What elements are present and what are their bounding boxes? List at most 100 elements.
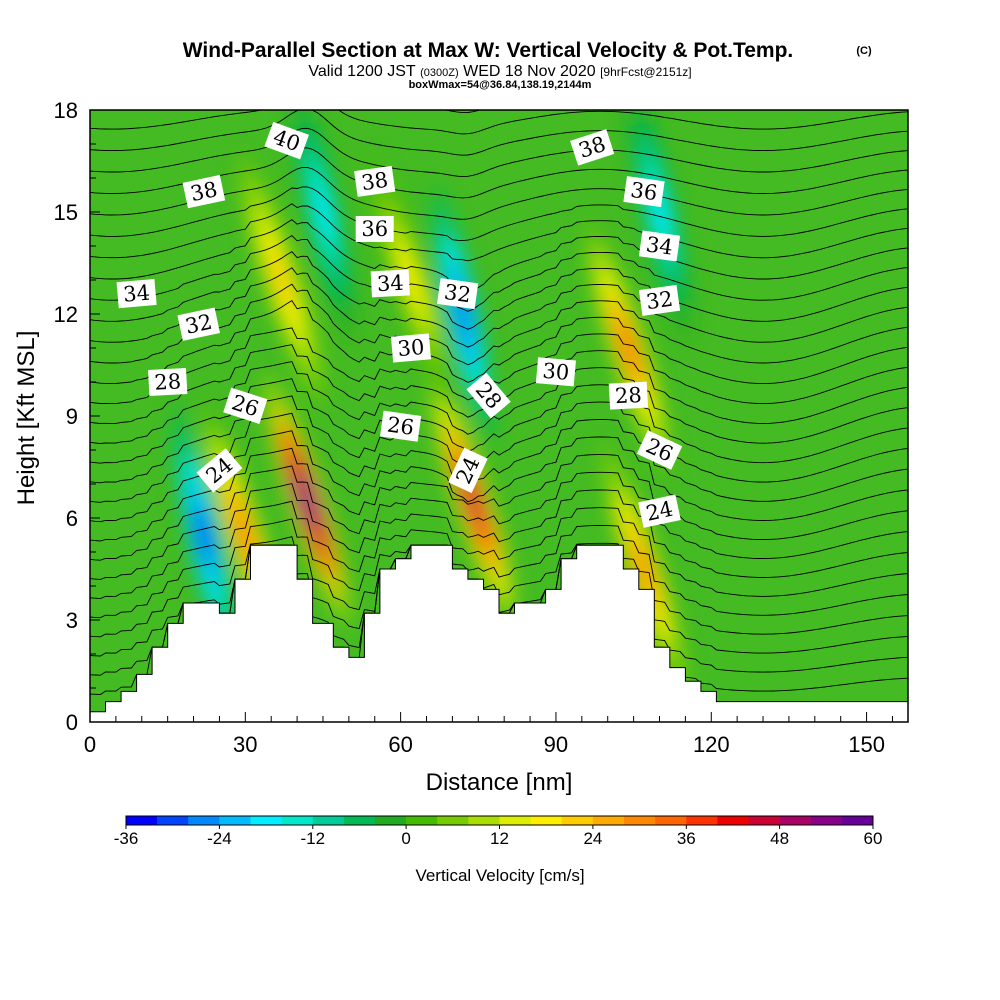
theta-label-box bbox=[177, 307, 220, 341]
velocity-cell bbox=[270, 251, 293, 309]
theta-label-box bbox=[638, 284, 681, 316]
colorbar-swatch bbox=[126, 816, 158, 825]
theta-label-text: 38 bbox=[188, 177, 219, 206]
theta-label-box bbox=[636, 430, 683, 470]
theta-contour-line bbox=[90, 127, 908, 178]
x-tick-label: 150 bbox=[848, 732, 885, 757]
colorbar-tick-label: 0 bbox=[401, 829, 410, 848]
theta-label-box bbox=[355, 216, 394, 242]
colorbar-tick-label: -36 bbox=[114, 829, 139, 848]
theta-label-text: 30 bbox=[542, 359, 571, 385]
theta-label-box bbox=[570, 129, 615, 166]
y-tick-label: 6 bbox=[66, 506, 78, 531]
colorbar-swatch bbox=[468, 816, 500, 825]
theta-contour-line bbox=[90, 110, 908, 135]
colorbar-swatch bbox=[530, 816, 563, 825]
theta-label-box bbox=[638, 230, 681, 262]
theta-label: 26 bbox=[379, 410, 422, 442]
y-tick-label: 15 bbox=[54, 200, 78, 225]
colorbar-swatch bbox=[841, 816, 874, 825]
theta-label-box bbox=[354, 165, 396, 197]
theta-label: 36 bbox=[623, 176, 665, 208]
colorbar-swatch bbox=[561, 816, 594, 825]
theta-contour-line bbox=[90, 465, 908, 561]
theta-label: 34 bbox=[370, 269, 410, 298]
theta-contour-line bbox=[90, 147, 908, 199]
colorbar-tick-label: -24 bbox=[207, 829, 232, 848]
velocity-cell bbox=[632, 540, 656, 598]
theta-label: 32 bbox=[177, 307, 220, 341]
y-tick-label: 12 bbox=[54, 302, 78, 327]
theta-contour-line bbox=[90, 166, 908, 220]
colorbar-label: Vertical Velocity [cm/s] bbox=[415, 866, 584, 885]
colorbar-swatch bbox=[219, 816, 251, 825]
velocity-cell bbox=[617, 319, 640, 377]
colorbar-swatch bbox=[748, 816, 780, 825]
velocity-cell bbox=[399, 251, 423, 309]
theta-contour-line bbox=[90, 361, 908, 444]
theta-label-box bbox=[466, 372, 511, 419]
theta-contour-line bbox=[90, 299, 908, 385]
theta-label-box bbox=[379, 410, 422, 442]
theta-label: 30 bbox=[535, 357, 576, 387]
theta-label-text: 30 bbox=[397, 335, 426, 361]
theta-contour-line bbox=[90, 186, 908, 242]
theta-label-box bbox=[436, 278, 479, 310]
theta-label: 24 bbox=[638, 494, 681, 528]
theta-label-box bbox=[116, 278, 157, 309]
colorbar-tick-label: 48 bbox=[770, 829, 789, 848]
colorbar-swatch bbox=[624, 816, 656, 825]
theta-label-text: 28 bbox=[614, 383, 642, 408]
colorbar-swatch bbox=[188, 816, 220, 825]
colorbar-tick-label: 24 bbox=[583, 829, 602, 848]
colorbar: -36 -24 -12 0 12 24 36 48 60 bbox=[114, 815, 882, 848]
theta-label-box bbox=[196, 448, 243, 493]
colorbar-swatch bbox=[312, 816, 345, 825]
theta-label: 28 bbox=[608, 381, 649, 410]
subtitle-box: boxWmax=54@36.84,138.19,2144m bbox=[409, 79, 592, 91]
y-axis-label: Height [Kft MSL] bbox=[13, 331, 40, 506]
theta-label: 30 bbox=[390, 333, 432, 363]
theta-contour-line bbox=[90, 500, 908, 600]
theta-contour-line bbox=[90, 267, 908, 348]
subtitle-fcst: [9hrFcst@2151z] bbox=[600, 65, 692, 79]
theta-contour-line bbox=[90, 483, 908, 580]
x-tick-label: 0 bbox=[84, 732, 96, 757]
theta-label-text: 36 bbox=[361, 217, 388, 241]
theta-label: 38 bbox=[182, 174, 226, 209]
colorbar-tick-label: 12 bbox=[490, 829, 509, 848]
x-axis: 0 30 60 90 120 150 bbox=[84, 712, 893, 757]
colorbar-swatch bbox=[343, 816, 376, 825]
colorbar-tick-label: 36 bbox=[677, 829, 696, 848]
colorbar-swatch bbox=[281, 816, 314, 825]
theta-label: 28 bbox=[148, 368, 188, 396]
theta-label-text: 24 bbox=[644, 497, 675, 526]
theta-contour-line bbox=[90, 283, 908, 366]
subtitle-valid: Valid 1200 JST bbox=[308, 63, 416, 80]
colorbar-tick-label: -12 bbox=[301, 829, 326, 848]
subtitle-line: Valid 1200 JST (0300Z) WED 18 Nov 2020 [… bbox=[308, 63, 691, 80]
velocity-cell bbox=[195, 505, 213, 565]
chart-title: Wind-Parallel Section at Max W: Vertical… bbox=[183, 39, 794, 62]
x-tick-label: 30 bbox=[233, 732, 257, 757]
theta-contour-line bbox=[90, 219, 908, 294]
colorbar-swatch bbox=[375, 816, 407, 825]
y-tick-label: 0 bbox=[66, 710, 78, 735]
theta-label-box bbox=[390, 333, 432, 363]
theta-label-text: 32 bbox=[183, 310, 214, 339]
theta-contour-line bbox=[90, 447, 908, 542]
x-tick-label: 90 bbox=[544, 732, 568, 757]
colorbar-swatch bbox=[157, 816, 189, 825]
title-mark: (C) bbox=[856, 45, 872, 57]
subtitle-utc: (0300Z) bbox=[420, 67, 459, 79]
theta-label: 32 bbox=[436, 278, 479, 310]
y-axis: 0 3 6 9 12 15 18 bbox=[54, 98, 100, 735]
x-axis-label: Distance [nm] bbox=[426, 769, 573, 796]
colorbar-swatch bbox=[779, 816, 812, 825]
theta-contour-line bbox=[90, 378, 908, 464]
theta-label-text: 38 bbox=[360, 168, 390, 195]
theta-contour-line bbox=[90, 327, 908, 405]
theta-label-box bbox=[264, 121, 310, 160]
